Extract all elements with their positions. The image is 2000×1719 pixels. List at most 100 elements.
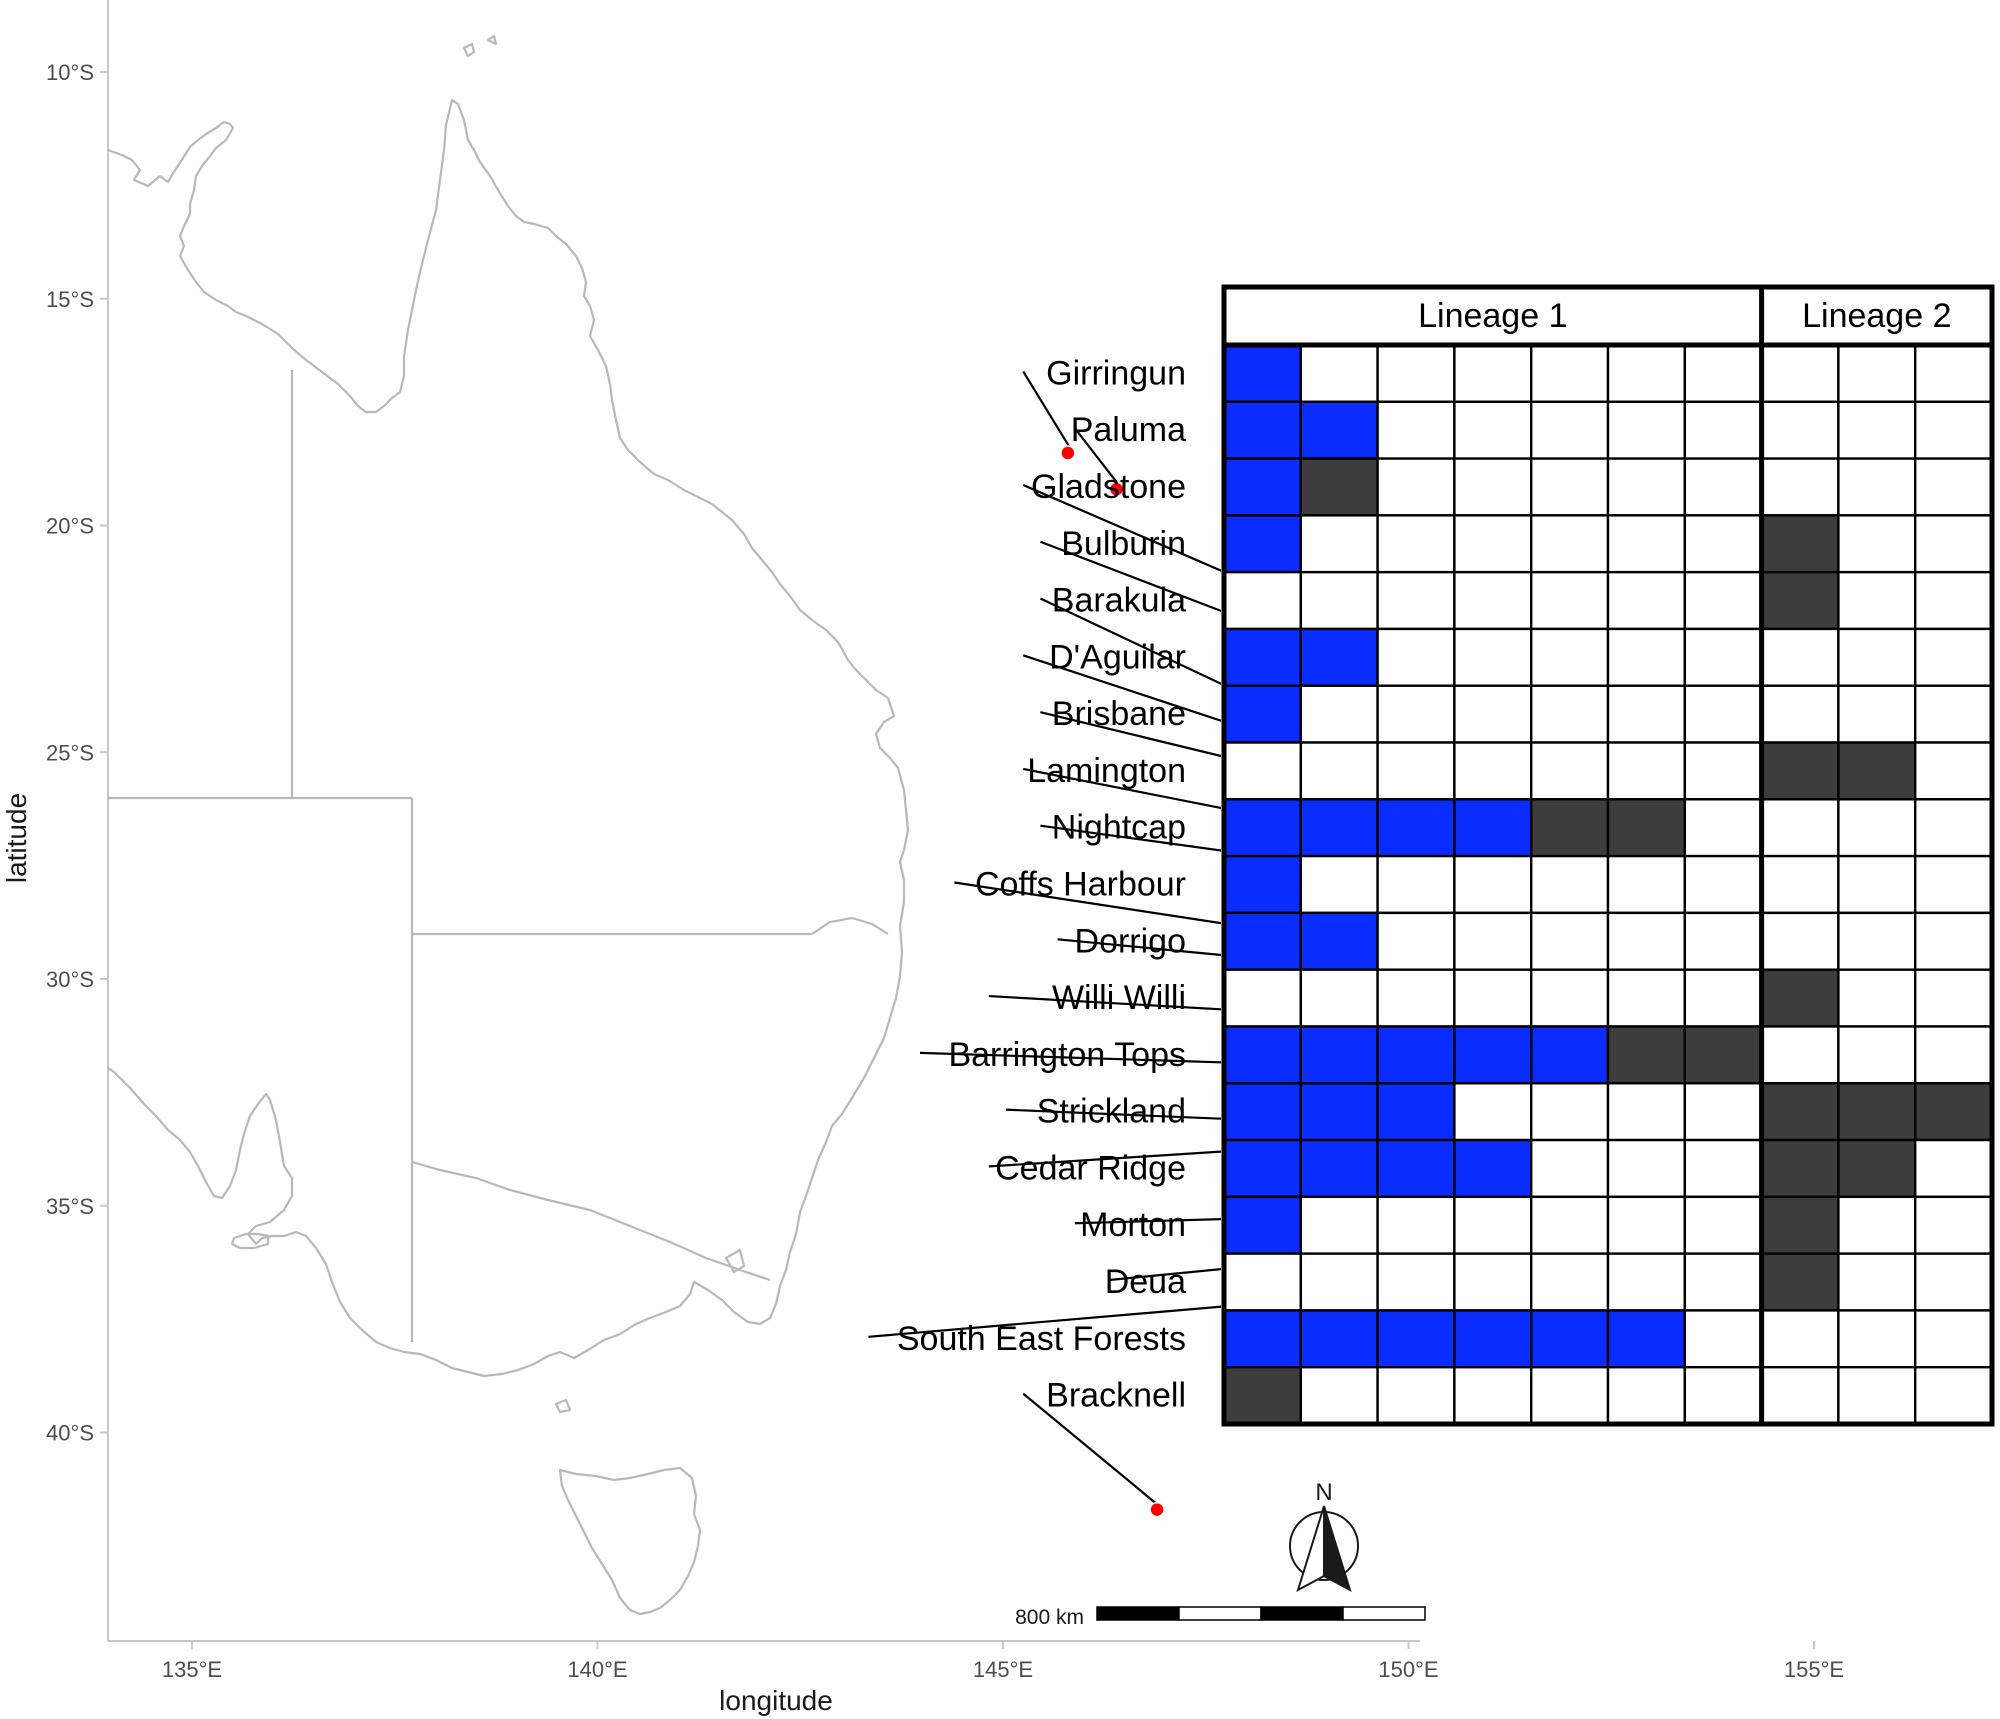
matrix-cell — [1299, 684, 1379, 744]
matrix-cell — [1222, 854, 1303, 915]
matrix-cell — [1453, 457, 1533, 517]
matrix-cell — [1837, 911, 1917, 971]
matrix-cell — [1913, 1195, 1994, 1255]
matrix-cell — [1299, 1025, 1379, 1085]
site-label: Gladstone — [1031, 468, 1186, 506]
matrix-cell — [1376, 1082, 1456, 1142]
matrix-cell — [1606, 911, 1687, 971]
coast-kangaroo-island — [230, 1232, 270, 1250]
matrix-cell — [1913, 968, 1994, 1028]
matrix-cell — [1913, 627, 1994, 687]
y-tick-label: 10°S — [46, 60, 94, 85]
matrix-cell — [1837, 1025, 1917, 1085]
matrix-cell — [1837, 1082, 1917, 1142]
matrix-cell — [1606, 400, 1687, 460]
scale-bar-segment-4 — [1342, 1606, 1426, 1621]
matrix-cell — [1683, 911, 1763, 971]
matrix-cell — [1760, 1195, 1840, 1255]
matrix-cell — [1376, 968, 1456, 1028]
state-borders — [108, 370, 889, 1342]
matrix-cell — [1913, 854, 1994, 915]
coastline — [106, 34, 910, 1616]
matrix-cell — [1222, 1138, 1303, 1199]
matrix-cell — [1529, 1082, 1610, 1142]
matrix-cell — [1683, 1082, 1763, 1142]
scale-bar-segment-3 — [1260, 1606, 1344, 1621]
matrix-cell — [1837, 1252, 1917, 1312]
matrix-cell — [1683, 741, 1763, 801]
matrix-cell — [1683, 1252, 1763, 1312]
matrix-cell — [1683, 627, 1763, 687]
lineage-2-title: Lineage 2 — [1802, 297, 1951, 335]
matrix-cell — [1760, 798, 1840, 858]
site-point — [1108, 481, 1125, 497]
matrix-cell — [1529, 684, 1610, 744]
y-tick-label: 25°S — [46, 740, 94, 765]
matrix-header: Lineage 1 Lineage 2 — [1418, 297, 1951, 335]
matrix-cell — [1376, 741, 1456, 801]
matrix-cell — [1837, 570, 1917, 631]
scale-bar-segment-1 — [1096, 1606, 1180, 1621]
x-axis-title: longitude — [719, 1685, 833, 1716]
matrix-cell — [1837, 741, 1917, 801]
matrix-cell — [1529, 798, 1610, 858]
matrix-cell — [1376, 400, 1456, 460]
matrix-cell — [1760, 1252, 1840, 1312]
coast-islands — [462, 34, 746, 1414]
matrix-cell — [1299, 1138, 1379, 1199]
lineage-matrix: Lineage 1 Lineage 2 — [1221, 284, 1995, 1427]
y-tick-label: 30°S — [46, 967, 94, 992]
matrix-cells — [1222, 343, 1994, 1426]
site-label: Lamington — [1027, 752, 1186, 790]
matrix-cell — [1376, 684, 1456, 744]
coast-tasmania — [558, 1466, 702, 1616]
matrix-cell — [1453, 798, 1533, 858]
matrix-cell — [1606, 1309, 1687, 1369]
site-label: Girringun — [1046, 354, 1186, 392]
matrix-cell — [1913, 1025, 1994, 1085]
matrix-cell — [1376, 1252, 1456, 1312]
matrix-cell — [1376, 1366, 1456, 1426]
site-label: Bracknell — [1046, 1377, 1186, 1415]
matrix-cell — [1529, 968, 1610, 1028]
matrix-outline — [1221, 284, 1995, 1427]
matrix-cell — [1453, 1252, 1533, 1312]
matrix-cell — [1913, 400, 1994, 460]
matrix-cell — [1760, 514, 1840, 574]
matrix-cell — [1376, 343, 1456, 403]
matrix-cell — [1453, 1366, 1533, 1426]
matrix-cell — [1683, 343, 1763, 403]
matrix-cell — [1760, 1366, 1840, 1426]
matrix-cell — [1299, 854, 1379, 915]
matrix-cell — [1222, 1252, 1303, 1312]
matrix-cell — [1222, 570, 1303, 631]
matrix-cell — [1376, 854, 1456, 915]
matrix-cell — [1913, 911, 1994, 971]
matrix-cell — [1529, 911, 1610, 971]
site-label: Morton — [1080, 1206, 1186, 1244]
matrix-cell — [1299, 1252, 1379, 1312]
matrix-cell — [1453, 741, 1533, 801]
matrix-cell — [1837, 798, 1917, 858]
matrix-cell — [1606, 741, 1687, 801]
matrix-cell — [1837, 968, 1917, 1028]
site-point — [1060, 445, 1076, 461]
matrix-cell — [1222, 968, 1303, 1028]
matrix-cell — [1453, 1025, 1533, 1085]
matrix-cell — [1683, 570, 1763, 631]
matrix-cell — [1299, 1195, 1379, 1255]
matrix-cell — [1222, 741, 1303, 801]
matrix-cell — [1529, 343, 1610, 403]
matrix-cell — [1760, 911, 1840, 971]
site-leader-line — [1073, 427, 1122, 488]
y-tick-label: 35°S — [46, 1194, 94, 1219]
matrix-cell — [1837, 343, 1917, 403]
matrix-cell — [1606, 627, 1687, 687]
site-label: Paluma — [1071, 411, 1186, 449]
matrix-cell — [1299, 457, 1379, 517]
site-label: Bulburin — [1061, 525, 1186, 563]
matrix-cell — [1683, 457, 1763, 517]
site-point — [1149, 1501, 1165, 1518]
matrix-cell — [1453, 1138, 1533, 1199]
